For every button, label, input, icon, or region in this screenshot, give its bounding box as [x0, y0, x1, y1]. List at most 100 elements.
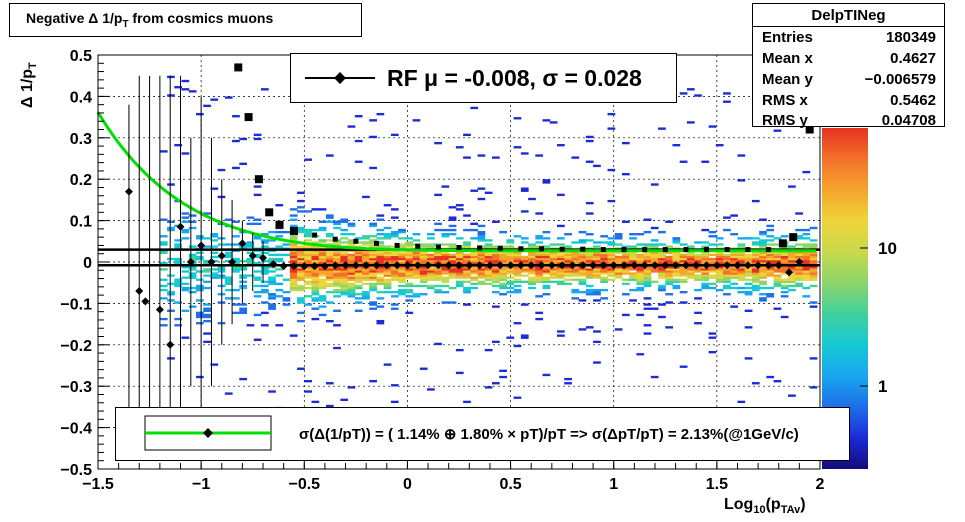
heatmap-cell: [672, 239, 681, 242]
rms-marker: [477, 245, 483, 251]
heatmap-cell: [318, 220, 327, 223]
heatmap-cell: [398, 272, 406, 275]
heatmap-cell: [614, 328, 623, 331]
heatmap-cell: [181, 266, 190, 269]
heatmap-cell: [535, 253, 544, 257]
heatmap-cell: [780, 284, 789, 288]
heatmap-cell: [369, 257, 377, 261]
heatmap-cell: [181, 282, 190, 286]
heatmap-cell: [737, 272, 746, 275]
x-tick-label: 2: [816, 476, 825, 493]
heatmap-cell: [708, 125, 717, 128]
heatmap-cell: [369, 266, 377, 269]
heatmap-cell: [405, 237, 414, 240]
heatmap-cell: [636, 278, 645, 281]
heatmap-cell: [564, 272, 572, 275]
heatmap-cell: [325, 253, 334, 257]
rms-marker: [415, 243, 421, 249]
heatmap-cell: [304, 257, 313, 261]
heatmap-cell: [340, 286, 349, 290]
heatmap-cell: [578, 255, 587, 259]
heatmap-cell: [773, 274, 782, 277]
heatmap-cell: [390, 235, 399, 238]
heatmap-cell: [643, 245, 652, 248]
heatmap-cell: [737, 259, 746, 263]
heatmap-cell: [643, 270, 652, 273]
heatmap-cell: [672, 284, 681, 288]
heatmap-cell: [607, 270, 616, 273]
heatmap-cell: [715, 278, 724, 281]
heatmap-cell: [318, 208, 327, 211]
heatmap-cell: [398, 257, 406, 261]
heatmap-cell: [304, 255, 313, 259]
heatmap-cell: [376, 259, 385, 263]
heatmap-cell: [643, 262, 652, 265]
mean-marker: [743, 261, 752, 270]
heatmap-cell: [275, 268, 284, 271]
heatmap-cell: [419, 266, 428, 269]
heatmap-cell: [333, 290, 341, 294]
heatmap-cell: [340, 278, 349, 281]
heatmap-cell: [759, 297, 767, 300]
heatmap-cell: [354, 241, 363, 244]
heatmap-cell: [195, 278, 204, 281]
heatmap-cell: [167, 183, 175, 186]
heatmap-cell: [318, 299, 327, 302]
heatmap-cell: [723, 253, 731, 257]
heatmap-cell: [318, 253, 327, 257]
heatmap-cell: [600, 276, 609, 279]
heatmap-cell: [188, 253, 197, 257]
heatmap-cell: [383, 226, 392, 230]
heatmap-cell: [217, 168, 226, 172]
stats-box: DelpTINeg Entries 180349 Mean x 0.4627 Mea…: [752, 3, 945, 129]
heatmap-cell: [210, 272, 219, 275]
heatmap-cell: [751, 382, 760, 385]
heatmap-cell: [802, 245, 811, 248]
heatmap-cell: [773, 259, 782, 263]
heatmap-cell: [434, 222, 442, 226]
heatmap-cell: [730, 259, 738, 263]
heatmap-cell: [297, 255, 305, 259]
heatmap-cell: [650, 268, 659, 271]
heatmap-cell: [773, 255, 782, 259]
heatmap-cell: [354, 278, 363, 281]
heatmap-cell: [549, 276, 558, 279]
heatmap-cell: [463, 214, 471, 217]
heatmap-cell: [325, 272, 334, 275]
heatmap-cell: [672, 278, 681, 281]
heatmap-cell: [398, 230, 406, 234]
heatmap-cell: [463, 133, 471, 137]
heatmap-cell: [224, 96, 233, 99]
heatmap-cell: [354, 297, 363, 300]
heatmap-cell: [520, 274, 529, 277]
heatmap-cell: [210, 245, 219, 248]
heatmap-cell: [614, 274, 623, 277]
heatmap-cell: [549, 259, 558, 263]
heatmap-cell: [759, 299, 767, 302]
heatmap-cell: [549, 268, 558, 271]
heatmap-cell: [571, 290, 580, 294]
heatmap-cell: [311, 282, 320, 286]
heatmap-cell: [549, 257, 558, 261]
heatmap-cell: [318, 272, 327, 275]
heatmap-cell: [492, 245, 500, 248]
heatmap-cell: [636, 274, 645, 277]
heatmap-cell: [665, 266, 674, 269]
heatmap-cell: [513, 259, 522, 263]
heatmap-cell: [448, 272, 457, 275]
heatmap-cell: [672, 253, 681, 257]
heatmap-cell: [340, 274, 349, 277]
y-tick-label: 0.5: [70, 48, 92, 65]
heatmap-cell: [542, 259, 551, 263]
heatmap-cell: [643, 243, 652, 246]
heatmap-cell: [427, 257, 435, 261]
heatmap-cell: [362, 290, 370, 294]
y-tick-label: −0.5: [60, 462, 92, 479]
heatmap-cell: [390, 272, 399, 275]
heatmap-cell: [167, 228, 175, 232]
heatmap-cell: [318, 226, 327, 230]
heatmap-cell: [636, 288, 645, 292]
heatmap-cell: [427, 259, 435, 263]
heatmap-cell: [477, 224, 486, 228]
heatmap-cell: [636, 282, 645, 286]
